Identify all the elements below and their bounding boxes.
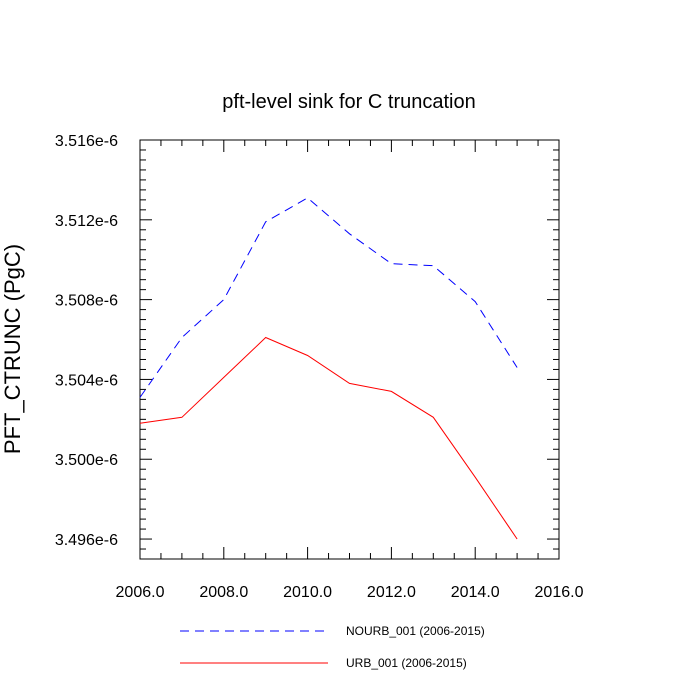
series-line-urb-001 [139,336,518,540]
plot-frame [139,139,560,560]
series-line-nourb-001 [139,197,518,398]
x-tick-label: 2006.0 [116,584,165,601]
x-tick-label: 2012.0 [367,584,416,601]
chart-title: pft-level sink for C truncation [222,91,475,113]
x-tick-label: 2014.0 [451,584,500,601]
axes: 2006.0 2008.0 2010.0 2012.0 2014.0 2016.0 3.49… [55,133,584,601]
y-tick-label: 3.508e-6 [55,293,118,310]
y-tick-label: 3.516e-6 [55,133,118,150]
plot-lines [139,197,518,540]
legend-label: URB_001 (2006-2015) [346,656,467,670]
y-tick-label: 3.500e-6 [55,452,118,469]
x-tick-label: 2010.0 [283,584,332,601]
y-tick-label: 3.504e-6 [55,372,118,389]
legend-label: NOURB_001 (2006-2015) [346,624,485,638]
x-tick-label: 2008.0 [199,584,248,601]
x-tick-label: 2016.0 [535,584,584,601]
y-tick-label: 3.512e-6 [55,213,118,230]
legend: NOURB_001 (2006-2015) URB_001 (2006-2015) [180,624,485,670]
y-tick-label: 3.496e-6 [55,532,118,549]
y-axis-label: PFT_CTRUNC (PgC) [0,244,25,454]
